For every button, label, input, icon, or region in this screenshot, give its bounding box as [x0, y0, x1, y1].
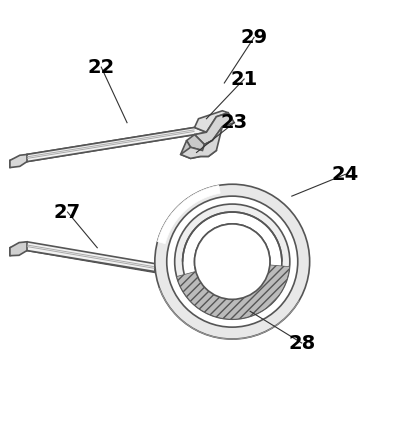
Polygon shape	[10, 242, 155, 271]
Polygon shape	[181, 140, 200, 158]
Circle shape	[195, 224, 270, 299]
Polygon shape	[195, 113, 234, 145]
Circle shape	[155, 184, 310, 339]
Polygon shape	[10, 128, 206, 167]
Polygon shape	[27, 250, 155, 272]
Polygon shape	[195, 111, 228, 132]
Circle shape	[195, 224, 270, 299]
Text: 24: 24	[332, 165, 359, 184]
Polygon shape	[10, 155, 27, 167]
Text: 23: 23	[221, 113, 248, 132]
Text: 27: 27	[54, 202, 81, 222]
Text: 22: 22	[88, 58, 115, 77]
Text: 28: 28	[288, 333, 315, 353]
Polygon shape	[181, 127, 222, 158]
Polygon shape	[200, 140, 216, 157]
Polygon shape	[187, 134, 204, 151]
Text: 21: 21	[231, 69, 258, 89]
Circle shape	[167, 196, 298, 327]
Circle shape	[175, 204, 290, 319]
Polygon shape	[27, 128, 206, 162]
Circle shape	[183, 212, 282, 311]
Polygon shape	[10, 242, 27, 256]
Text: 29: 29	[241, 28, 268, 47]
Polygon shape	[158, 185, 220, 244]
Wedge shape	[177, 265, 289, 319]
